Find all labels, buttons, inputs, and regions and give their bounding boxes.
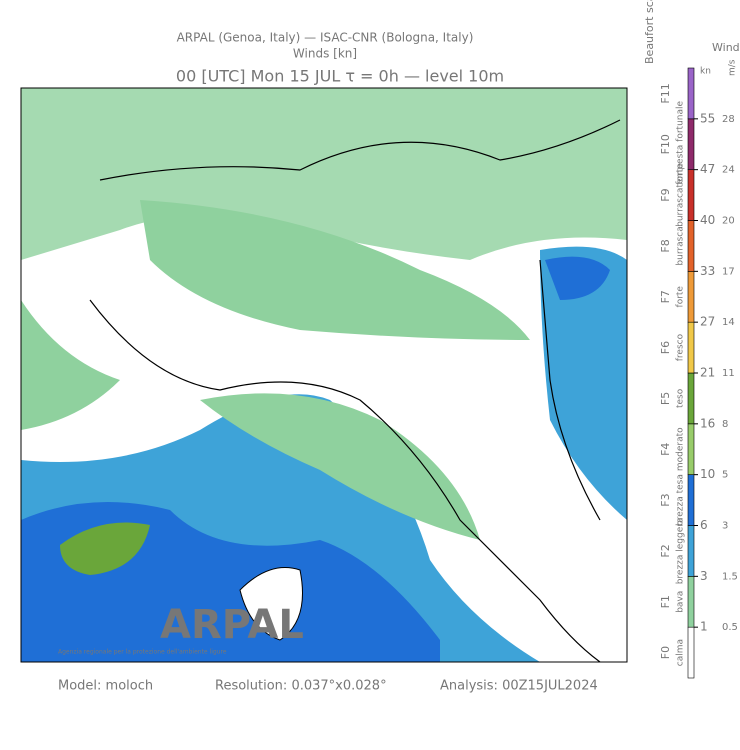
beaufort-label: F6 — [659, 341, 672, 354]
kn-tick-label: 27 — [700, 315, 715, 329]
map — [20, 87, 628, 663]
kn-tick-label: 3 — [700, 569, 708, 583]
kn-tick-label: 33 — [700, 264, 715, 278]
kn-tick-label: 40 — [700, 213, 715, 227]
beaufort-name: bava — [676, 591, 686, 613]
colorbar-segment — [687, 321, 695, 374]
colorbar-segment — [687, 67, 695, 120]
beaufort-label: F0 — [659, 646, 672, 659]
beaufort-name: brezza leggera — [676, 518, 686, 585]
colorbar-segment — [687, 474, 695, 526]
colorbar-segment — [687, 372, 695, 425]
colorbar-segment — [687, 423, 695, 475]
colorbar-segment — [687, 220, 695, 272]
kn-tick-label: 16 — [700, 416, 715, 430]
beaufort-label: F5 — [659, 392, 672, 405]
beaufort-label: F9 — [659, 188, 672, 201]
kn-tick-label: 1 — [700, 620, 708, 634]
kn-tick-label: 55 — [700, 111, 715, 125]
kn-tick-label: 6 — [700, 518, 708, 532]
beaufort-name: forte — [676, 286, 686, 308]
footer-model: Model: moloch — [58, 679, 153, 694]
colorbar-segment — [687, 626, 695, 679]
colorbar-segment — [687, 271, 695, 323]
ms-tick-label: 8 — [722, 419, 728, 430]
ms-tick-label: 11 — [722, 368, 735, 379]
kn-unit: kn — [700, 67, 711, 77]
beaufort-name: burrasca forte — [676, 163, 686, 227]
colorbar-segment — [687, 118, 695, 170]
speed-title: Wind speed — [712, 41, 740, 54]
beaufort-title: Beaufort scale — [643, 0, 656, 64]
ms-tick-label: 5 — [722, 470, 728, 481]
kn-tick-label: 21 — [700, 366, 715, 380]
beaufort-name: tempesta fortunale — [676, 101, 686, 188]
ms-tick-label: 28 — [722, 114, 735, 125]
beaufort-name: fresco — [676, 333, 686, 361]
beaufort-label: F10 — [659, 134, 672, 154]
ms-tick-label: 20 — [722, 216, 735, 227]
colorbar-segment — [687, 576, 695, 628]
colorbar-segment — [687, 525, 695, 577]
ms-tick-label: 14 — [722, 317, 735, 328]
beaufort-label: F11 — [659, 83, 672, 103]
ms-tick-label: 0.5 — [722, 622, 738, 633]
beaufort-label: F3 — [659, 493, 672, 506]
ms-tick-label: 17 — [722, 266, 735, 277]
ms-tick-label: 1.5 — [722, 571, 738, 582]
colorbar-segment — [687, 169, 695, 221]
beaufort-label: F2 — [659, 544, 672, 557]
header-time: 00 [UTC] Mon 15 JUL τ = 0h — level 10m — [176, 67, 504, 86]
beaufort-name: teso — [676, 388, 686, 408]
ms-tick-label: 3 — [722, 521, 728, 532]
beaufort-name: calma — [676, 639, 686, 666]
logo: ARPAL — [160, 602, 304, 648]
footer-analysis: Analysis: 00Z15JUL2024 — [440, 679, 598, 694]
header-line: ARPAL (Genoa, Italy) — ISAC-CNR (Bologna… — [177, 31, 474, 45]
header-line: Winds [kn] — [293, 47, 357, 61]
logo-subtitle: Agenzia regionale per la protezione dell… — [58, 649, 227, 656]
beaufort-label: F7 — [659, 290, 672, 303]
beaufort-label: F1 — [659, 595, 672, 608]
footer-resolution: Resolution: 0.037°x0.028° — [215, 679, 387, 694]
kn-tick-label: 47 — [700, 162, 715, 176]
beaufort-label: F4 — [659, 443, 672, 456]
kn-tick-label: 10 — [700, 467, 715, 481]
ms-unit: m/s — [728, 59, 738, 76]
beaufort-label: F8 — [659, 239, 672, 252]
ms-tick-label: 24 — [722, 165, 735, 176]
beaufort-name: brezza tesa — [676, 474, 686, 526]
beaufort-name: moderato — [676, 427, 686, 471]
beaufort-name: burrasca — [676, 226, 686, 265]
